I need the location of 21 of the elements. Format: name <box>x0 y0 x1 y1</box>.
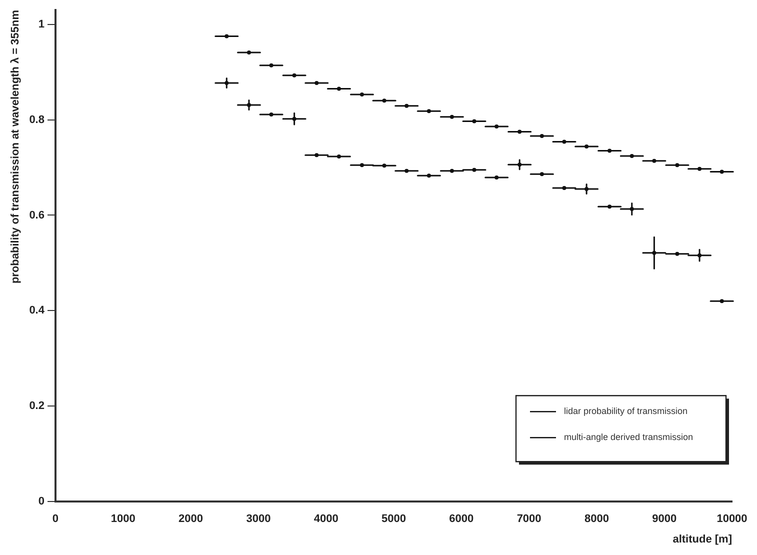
y-tick-label: 0.8 <box>29 114 44 126</box>
y-tick-label: 0.6 <box>29 209 44 222</box>
x-tick-label: 6000 <box>449 513 474 526</box>
legend-label: lidar probability of transmission <box>564 406 688 416</box>
y-tick-label: 1 <box>38 18 44 30</box>
x-tick-label: 9000 <box>652 513 677 526</box>
x-tick-label: 1000 <box>110 513 136 526</box>
x-tick-label: 10000 <box>716 513 748 526</box>
x-tick-label: 3000 <box>246 513 271 526</box>
x-tick-label: 8000 <box>584 513 609 526</box>
y-tick-label: 0.4 <box>29 304 46 317</box>
legend-label: multi-angle derived transmission <box>564 432 694 442</box>
x-axis-title: altitude [m] <box>672 533 732 546</box>
x-tick-label: 2000 <box>178 513 204 526</box>
y-tick-label: 0.2 <box>29 400 44 412</box>
x-tick-label: 0 <box>52 513 59 526</box>
x-tick-label: 7000 <box>516 513 542 526</box>
y-tick-label: 0 <box>38 496 44 508</box>
y-axis-title: probability of transmission at wavelength λ = 355nm <box>10 10 22 284</box>
x-tick-label: 5000 <box>382 513 406 526</box>
x-tick-label: 4000 <box>314 513 338 526</box>
